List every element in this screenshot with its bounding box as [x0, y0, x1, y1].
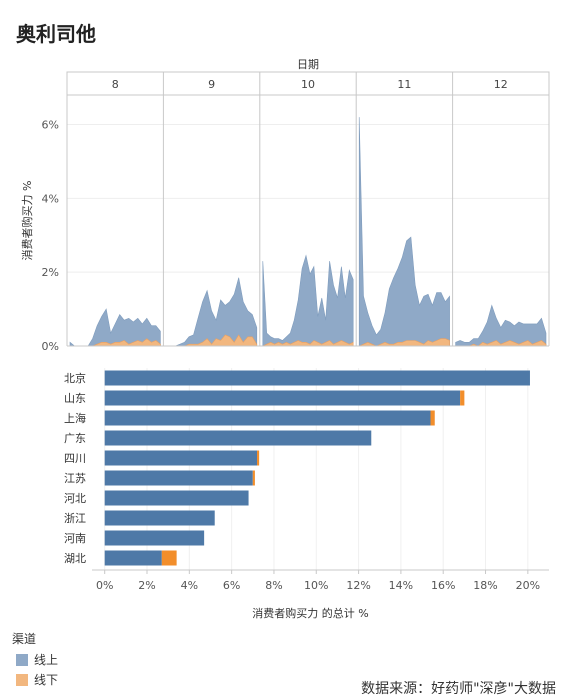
y-tick-label: 2%: [42, 266, 59, 279]
category-label: 河南: [64, 532, 86, 545]
facet-label: 10: [301, 78, 315, 91]
category-label: 广东: [64, 432, 86, 445]
y-tick-label: 0%: [42, 340, 59, 353]
legend-swatch-online: [16, 653, 28, 666]
category-label: 山东: [64, 392, 86, 405]
x-tick-label: 8%: [265, 579, 282, 592]
bar-online: [104, 410, 431, 426]
x-tick-label: 16%: [431, 579, 455, 592]
bar-offline: [257, 450, 260, 466]
legend-item-offline: 线下: [16, 671, 58, 688]
x-tick-label: 12%: [346, 579, 370, 592]
category-label: 上海: [64, 411, 86, 425]
x-tick-label: 6%: [223, 579, 240, 592]
y-tick-label: 6%: [42, 119, 59, 132]
chart-title: 奥利司他: [16, 22, 96, 46]
area-series-online: [455, 304, 547, 347]
category-label: 浙江: [64, 512, 86, 525]
category-label: 四川: [64, 452, 86, 465]
area-series-offline: [262, 340, 354, 347]
legend-item-online: 线上: [16, 651, 58, 668]
bar-online: [104, 430, 372, 446]
category-label: 江苏: [64, 472, 86, 485]
x-tick-label: 0%: [96, 579, 113, 592]
category-label: 河北: [64, 492, 86, 505]
category-label: 湖北: [64, 552, 86, 565]
facet-header-label: 日期: [297, 58, 319, 71]
facet-label: 12: [494, 78, 508, 91]
data-source-note: 数据来源：好药师"深彦"大数据: [361, 681, 556, 697]
area-series-online: [262, 254, 354, 347]
facet-label: 11: [397, 78, 411, 91]
bar-offline: [460, 390, 465, 406]
bar-online: [104, 530, 205, 546]
x-tick-label: 4%: [181, 579, 198, 592]
x-tick-label: 10%: [304, 579, 328, 592]
x-axis-title: 消费者购买力 的总计 %: [252, 606, 368, 620]
bar-online: [104, 470, 253, 486]
bar-offline: [161, 550, 177, 566]
legend-swatch-offline: [16, 673, 28, 686]
area-series-offline: [455, 340, 547, 347]
legend-title: 渠道: [12, 632, 37, 646]
bar-offline: [252, 470, 255, 486]
y-tick-label: 4%: [42, 192, 59, 205]
x-tick-label: 20%: [516, 579, 540, 592]
area-series-online: [358, 117, 450, 347]
bar-online: [104, 510, 215, 526]
x-tick-label: 18%: [473, 579, 497, 592]
area-chart: 日期 0% 2% 4% 6% 8 9 10 11 12 消费者购买力 %: [20, 58, 550, 353]
x-tick-label: 2%: [138, 579, 155, 592]
bar-offline: [430, 410, 435, 426]
legend: 渠道 线上 线下: [12, 630, 58, 691]
facet-label: 8: [112, 78, 119, 91]
category-label: 北京: [64, 371, 86, 385]
bar-online: [104, 550, 162, 566]
facet-label: 9: [208, 78, 215, 91]
bar-online: [104, 390, 461, 406]
bar-online: [104, 370, 530, 386]
legend-label-online: 线上: [34, 653, 59, 667]
y-axis-title: 消费者购买力 %: [20, 181, 34, 261]
legend-label-offline: 线下: [34, 673, 59, 687]
x-tick-label: 14%: [389, 579, 413, 592]
area-series-online: [166, 277, 258, 347]
bar-online: [104, 490, 249, 506]
bar-online: [104, 450, 258, 466]
